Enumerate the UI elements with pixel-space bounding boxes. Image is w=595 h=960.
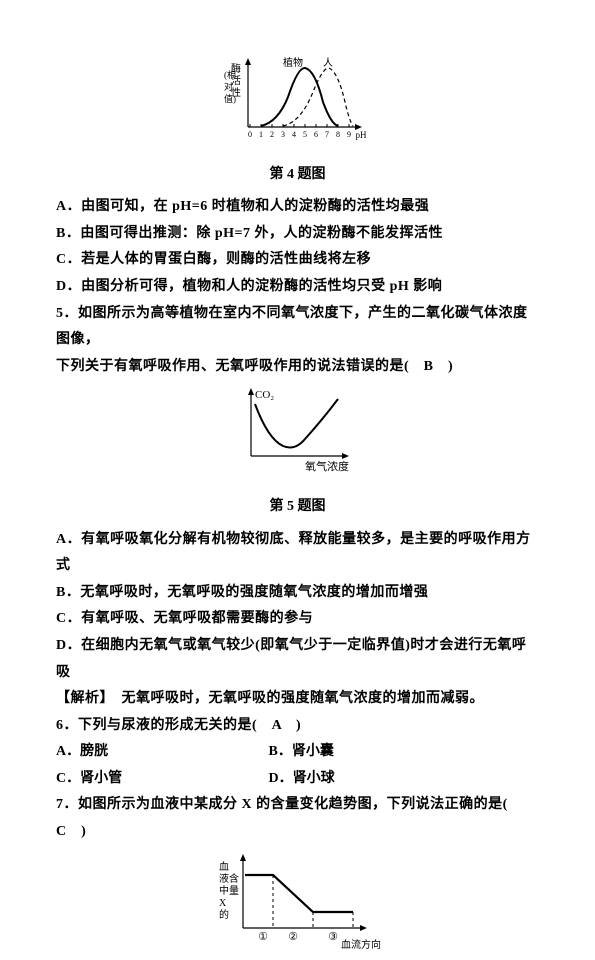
svg-text:(相: (相	[224, 69, 236, 80]
fig5-caption: 第 5 题图	[56, 494, 539, 521]
fig7-xlabel: 血流方向	[341, 938, 381, 950]
svg-text:③: ③	[328, 931, 338, 943]
q5-option-c: C．有氧呼吸、无氧呼吸都需要酶的参与	[56, 606, 539, 633]
q4-option-c: C．若是人体的胃蛋白酶，则酶的活性曲线将左移	[56, 247, 539, 274]
svg-text:液: 液	[219, 872, 229, 885]
q7-stem: 7．如图所示为血液中某成分 X 的含量变化趋势图，下列说法正确的是( C )	[56, 792, 539, 845]
q4-option-b: B．由图可得出推测：除 pH=7 外，人的淀粉酶不能发挥活性	[56, 221, 539, 248]
fig4-label-human: 人	[323, 57, 333, 69]
svg-text:pH: pH	[355, 130, 367, 140]
svg-text:1: 1	[259, 130, 263, 139]
fig5-ylabel: CO₂	[255, 389, 274, 401]
svg-text:①: ①	[258, 931, 268, 943]
svg-text:9: 9	[347, 130, 351, 139]
svg-text:对: 对	[224, 81, 233, 92]
svg-text:中: 中	[219, 884, 229, 897]
fig4-caption: 第 4 题图	[56, 162, 539, 189]
svg-text:的: 的	[219, 908, 229, 921]
svg-text:7: 7	[325, 130, 329, 139]
q4-option-d: D．由图分析可得，植物和人的淀粉酶的活性均只受 pH 影响	[56, 274, 539, 301]
q6-option-a: A．膀胱	[56, 739, 269, 766]
svg-text:②: ②	[288, 931, 298, 943]
q6-option-d: D．肾小球	[269, 766, 335, 793]
svg-text:值): 值)	[224, 93, 236, 104]
svg-text:X: X	[219, 898, 227, 909]
q5-option-b: B．无氧呼吸时，无氧呼吸的强度随氧气浓度的增加而增强	[56, 580, 539, 607]
q6-stem: 6．下列与尿液的形成无关的是( A )	[56, 713, 539, 740]
svg-text:血: 血	[219, 860, 229, 873]
q4-option-a: A．由图可知，在 pH=6 时植物和人的淀粉酶的活性均最强	[56, 194, 539, 221]
q5-analysis: 【解析】 无氧呼吸时，无氧呼吸的强度随氧气浓度的增加而减弱。	[56, 686, 539, 713]
svg-text:含: 含	[229, 872, 239, 885]
q5-option-d: D．在细胞内无氧气或氧气较少(即氧气少于一定临界值)时才会进行无氧呼吸	[56, 633, 539, 686]
svg-text:0: 0	[248, 130, 252, 139]
svg-text:3: 3	[281, 130, 285, 139]
fig4-label-plant: 植物	[283, 56, 303, 69]
svg-text:6: 6	[314, 130, 318, 139]
q6-option-b: B．肾小囊	[269, 739, 334, 766]
fig4-chart: 酶 活 性 (相 对 值) 012 345 678 9 pH 植物 人	[56, 52, 539, 158]
svg-text:8: 8	[336, 130, 340, 139]
q5-stem-2: 下列关于有氧呼吸作用、无氧呼吸作用的说法错误的是( B )	[56, 354, 539, 381]
q6-option-c: C．肾小管	[56, 766, 269, 793]
fig7-chart: 血液 中X 的 含量 ① ② ③ 血流方向	[56, 850, 539, 960]
svg-text:4: 4	[292, 130, 296, 139]
svg-text:量: 量	[229, 885, 239, 897]
svg-text:5: 5	[303, 130, 307, 139]
svg-text:2: 2	[270, 130, 274, 139]
fig5-chart: CO₂ 氧气浓度	[56, 384, 539, 490]
q5-stem-1: 5．如图所示为高等植物在室内不同氧气浓度下，产生的二氧化碳气体浓度图像，	[56, 301, 539, 354]
fig5-xlabel: 氧气浓度	[305, 459, 349, 473]
q5-option-a: A．有氧呼吸氧化分解有机物较彻底、释放能量较多，是主要的呼吸作用方式	[56, 527, 539, 580]
